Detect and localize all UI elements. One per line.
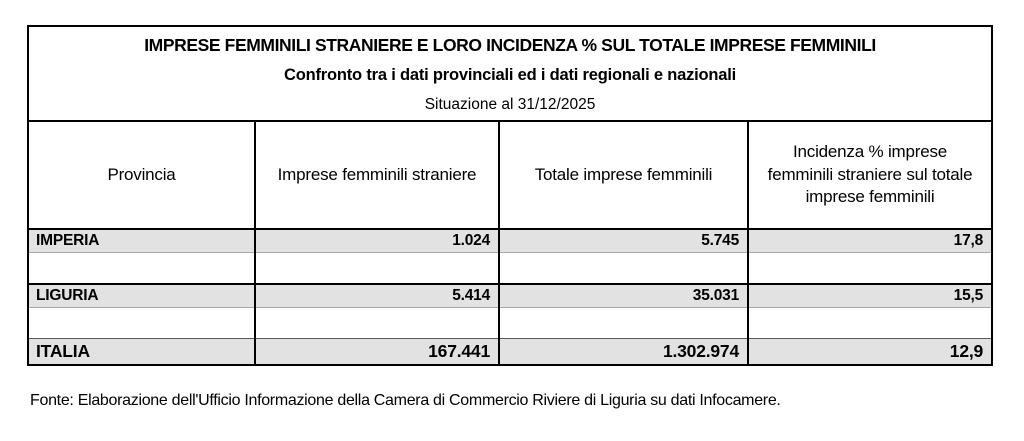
imperia-totale-imprese: 5.745: [498, 228, 749, 253]
table-date: Situazione al 31/12/2025: [424, 96, 596, 113]
province-name: IMPERIA: [27, 228, 256, 253]
spacer-row: [27, 307, 994, 339]
liguria-incidenza: 15,5: [746, 283, 994, 308]
col-header-totale-imprese: Totale imprese femminili: [498, 120, 749, 230]
table-row-liguria: LIGURIA 5.414 35.031 15,5: [27, 283, 994, 308]
col-header-incidenza: Incidenza % imprese femminili straniere …: [746, 120, 994, 230]
title-row: IMPRESE FEMMINILI STRANIERE E LORO INCID…: [26, 25, 994, 122]
spacer-row: [27, 252, 994, 284]
region-name: LIGURIA: [27, 283, 256, 308]
table-row-imperia: IMPERIA 1.024 5.745 17,8: [27, 228, 994, 253]
liguria-imprese-straniere: 5.414: [254, 283, 500, 308]
table-title-block: IMPRESE FEMMINILI STRANIERE E LORO INCID…: [26, 25, 994, 122]
table-title: IMPRESE FEMMINILI STRANIERE E LORO INCID…: [144, 35, 876, 55]
italia-imprese-straniere: 167.441: [254, 338, 500, 366]
source-note: Fonte: Elaborazione dell'Ufficio Informa…: [30, 392, 781, 409]
imperia-incidenza: 17,8: [746, 228, 994, 253]
italia-totale-imprese: 1.302.974: [498, 338, 749, 366]
col-header-imprese-straniere: Imprese femminili straniere: [254, 120, 500, 230]
imprese-femminili-table: IMPRESE FEMMINILI STRANIERE E LORO INCID…: [26, 25, 994, 366]
imperia-imprese-straniere: 1.024: [254, 228, 500, 253]
liguria-totale-imprese: 35.031: [498, 283, 749, 308]
table-header-row: Provincia Imprese femminili straniere To…: [27, 120, 994, 230]
country-name: ITALIA: [27, 338, 256, 366]
col-header-provincia: Provincia: [27, 120, 256, 230]
table-row-italia: ITALIA 167.441 1.302.974 12,9: [27, 338, 994, 366]
table-subtitle: Confronto tra i dati provinciali ed i da…: [284, 66, 737, 84]
italia-incidenza: 12,9: [746, 338, 994, 366]
